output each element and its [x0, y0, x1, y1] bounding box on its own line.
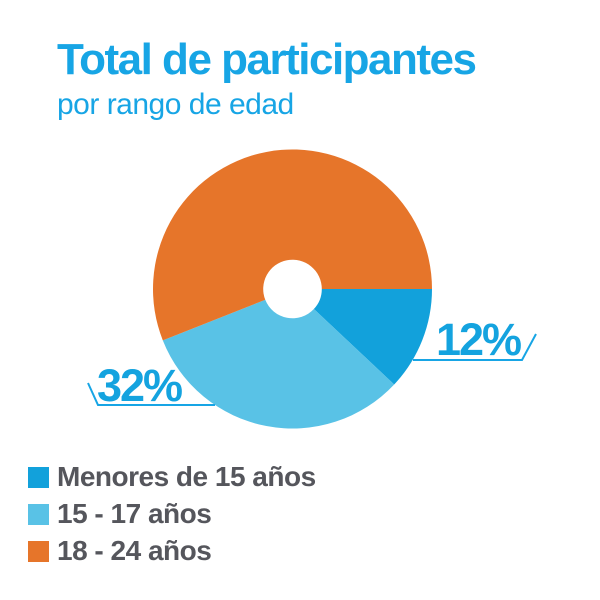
- legend-swatch-lightblue: [28, 503, 49, 525]
- legend-item-18-24: 18 - 24 años: [28, 535, 316, 566]
- callout-line-slice-1: [87, 382, 215, 406]
- pct-label-slice-0: 12%: [436, 314, 522, 365]
- legend-item-menores-de-15: Menores de 15 años: [28, 461, 316, 492]
- legend-swatch-blue: [28, 466, 49, 488]
- pie-slice-1: [162, 299, 395, 429]
- legend-label: 18 - 24 años: [57, 535, 212, 566]
- legend-swatch-orange: [28, 540, 49, 562]
- pct-label-slice-1: 32%: [97, 360, 183, 411]
- chart-title: Total de participantes: [57, 35, 477, 84]
- legend-label: Menores de 15 años: [57, 461, 316, 492]
- legend-item-15-17: 15 - 17 años: [28, 498, 316, 529]
- donut-slices: [152, 149, 432, 429]
- legend: Menores de 15 años 15 - 17 años 18 - 24 …: [28, 461, 316, 566]
- chart-subtitle: por rango de edad: [57, 88, 294, 121]
- legend-label: 15 - 17 años: [57, 498, 212, 529]
- pie-slice-0: [313, 289, 432, 385]
- pie-slice-2: [152, 149, 432, 341]
- callout-line-slice-0: [413, 333, 537, 361]
